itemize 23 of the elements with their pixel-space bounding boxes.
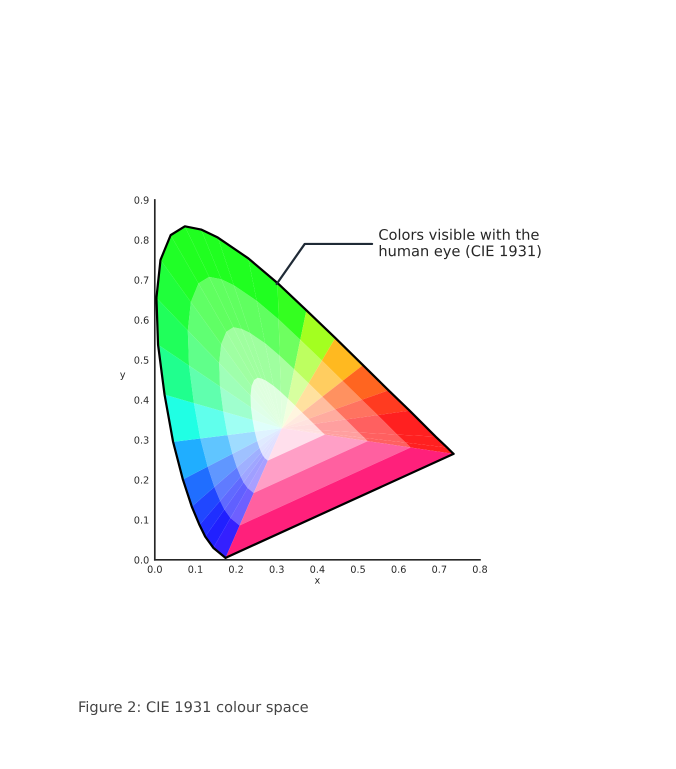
y-tick-label: 0.7 — [134, 276, 148, 284]
x-tick-label: 0.5 — [350, 566, 365, 573]
annotation: Colors visible with the human eye (CIE 1931) — [379, 228, 541, 260]
x-tick-label: 0.6 — [392, 566, 406, 573]
x-tick-label: 0.4 — [310, 566, 325, 573]
y-tick-label: 0.6 — [134, 316, 149, 324]
x-tick-label: 0.0 — [148, 566, 162, 573]
x-tick-label: 0.1 — [188, 566, 202, 573]
x-axis-title: x — [314, 578, 320, 584]
caption: Figure 2: CIE 1931 colour space — [79, 700, 308, 716]
y-tick-label: 0.4 — [134, 396, 149, 404]
y-tick-label: 0.8 — [134, 236, 149, 244]
x-tick-label: 0.8 — [472, 566, 488, 573]
y-tick-label: 0.0 — [134, 556, 149, 564]
x-tick-label: 0.7 — [432, 566, 446, 573]
y-tick-label: 0.3 — [134, 436, 148, 444]
y-tick-label: 0.9 — [134, 196, 149, 204]
x-tick-label: 0.3 — [270, 566, 284, 573]
y-tick-label: 0.5 — [134, 356, 148, 364]
y-axis-title: y — [120, 372, 126, 380]
x-tick-label: 0.2 — [229, 566, 243, 573]
y-tick-label: 0.2 — [134, 476, 148, 484]
y-tick-label: 0.1 — [134, 516, 148, 524]
